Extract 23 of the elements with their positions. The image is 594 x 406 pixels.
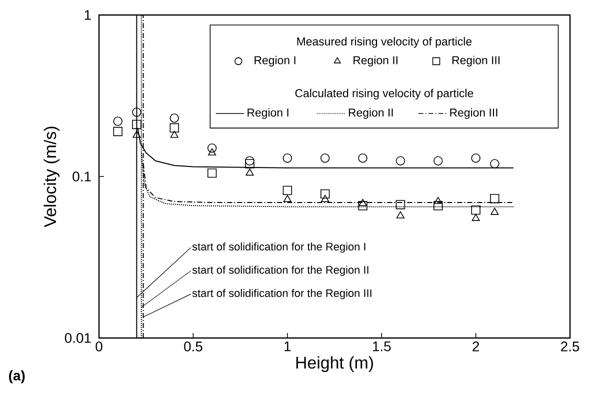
legend-label: Region III: [452, 56, 500, 67]
y-tick-label: 1: [84, 10, 91, 20]
legend-label: Region II: [354, 56, 398, 67]
text: (a): [9, 370, 25, 384]
y-axis-title: Velocity (m/s): [44, 126, 60, 228]
legend-label: Region III: [450, 108, 498, 119]
ref-line-label: start of solidification for the Region II: [192, 266, 368, 276]
legend-label: Region I: [248, 108, 288, 119]
y-tick-label: 0.01: [64, 333, 91, 343]
ref-line-label: start of solidification for the Region I: [192, 242, 366, 253]
ref-line-label: start of solidification for the Region III: [192, 288, 372, 300]
legend-label: Region II: [348, 108, 393, 119]
legend-label: Region I: [254, 56, 296, 67]
x-tick-label: 1.5: [372, 342, 391, 352]
x-tick-label: 2.5: [561, 342, 580, 352]
x-tick-label: 2: [472, 342, 479, 352]
x-tick-label: 0.5: [184, 342, 202, 352]
annotation: Calculated rising velocity of particle: [295, 88, 474, 100]
x-tick-label: 0: [96, 342, 102, 352]
y-tick-label: 0.1: [72, 172, 91, 182]
x-tick-label: 1: [284, 342, 291, 352]
legend-title: Measured rising velocity of particle: [297, 37, 472, 48]
x-axis-title: Height (m): [296, 356, 373, 372]
